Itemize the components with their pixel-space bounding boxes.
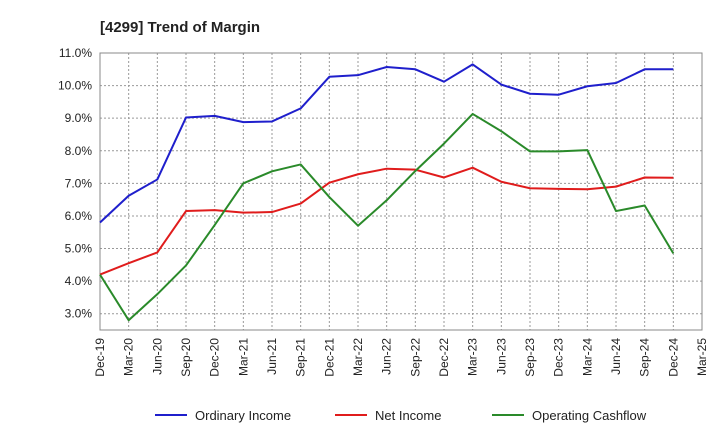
- y-tick-label: 4.0%: [65, 274, 93, 288]
- grid-lines: [99, 52, 703, 330]
- x-tick-label: Jun-21: [265, 338, 279, 375]
- series-line-ordinary-income: [99, 63, 674, 224]
- plot-frame: [99, 52, 703, 331]
- y-tick-label: 7.0%: [65, 176, 93, 190]
- x-tick-label: Jun-23: [494, 338, 508, 375]
- y-tick-label: 8.0%: [65, 144, 93, 158]
- x-tick-label: Jun-20: [150, 338, 164, 375]
- legend-label: Net Income: [375, 408, 441, 423]
- x-tick-label: Dec-19: [93, 338, 107, 377]
- legend: Ordinary Income Net Income Operating Cashf…: [155, 408, 647, 423]
- x-tick-label: Mar-23: [466, 338, 480, 376]
- x-tick-label: Mar-25: [695, 338, 709, 376]
- series-line-operating-cashflow: [99, 112, 675, 322]
- x-tick-label: Sep-21: [294, 338, 308, 377]
- y-tick-label: 5.0%: [65, 242, 93, 256]
- x-tick-label: Dec-20: [208, 338, 222, 377]
- x-tick-label: Mar-20: [122, 338, 136, 376]
- x-tick-label: Sep-22: [408, 338, 422, 377]
- y-tick-label: 6.0%: [65, 209, 93, 223]
- series-line-net-income: [99, 166, 674, 276]
- y-tick-label: 9.0%: [65, 111, 93, 125]
- x-tick-label: Sep-20: [179, 338, 193, 377]
- chart-title: [4299] Trend of Margin: [100, 19, 260, 36]
- x-tick-label: Jun-22: [380, 338, 394, 375]
- legend-label: Operating Cashflow: [532, 408, 647, 423]
- y-tick-label: 11.0%: [59, 46, 92, 60]
- legend-label: Ordinary Income: [195, 408, 291, 423]
- x-tick-label: Dec-24: [666, 338, 680, 377]
- x-tick-label: Mar-21: [236, 338, 250, 376]
- x-tick-label: Dec-23: [552, 338, 566, 377]
- x-tick-label: Dec-21: [322, 338, 336, 377]
- x-tick-label: Sep-23: [523, 338, 537, 377]
- y-tick-label: 10.0%: [58, 79, 92, 93]
- x-tick-label: Sep-24: [638, 338, 652, 377]
- x-tick-label: Dec-22: [437, 338, 451, 377]
- x-tick-label: Jun-24: [609, 338, 623, 375]
- x-axis: Dec-19 Mar-20 Jun-20 Sep-20 Dec-20 Mar-21 Jun-…: [93, 338, 709, 377]
- y-axis: 3.0% 4.0% 5.0% 6.0% 7.0% 8.0% 9.0% 10.0% 11.0%: [58, 46, 92, 321]
- y-tick-label: 3.0%: [65, 307, 93, 321]
- series-lines: [99, 63, 675, 322]
- x-tick-label: Mar-22: [351, 338, 365, 376]
- x-tick-label: Mar-24: [580, 338, 594, 376]
